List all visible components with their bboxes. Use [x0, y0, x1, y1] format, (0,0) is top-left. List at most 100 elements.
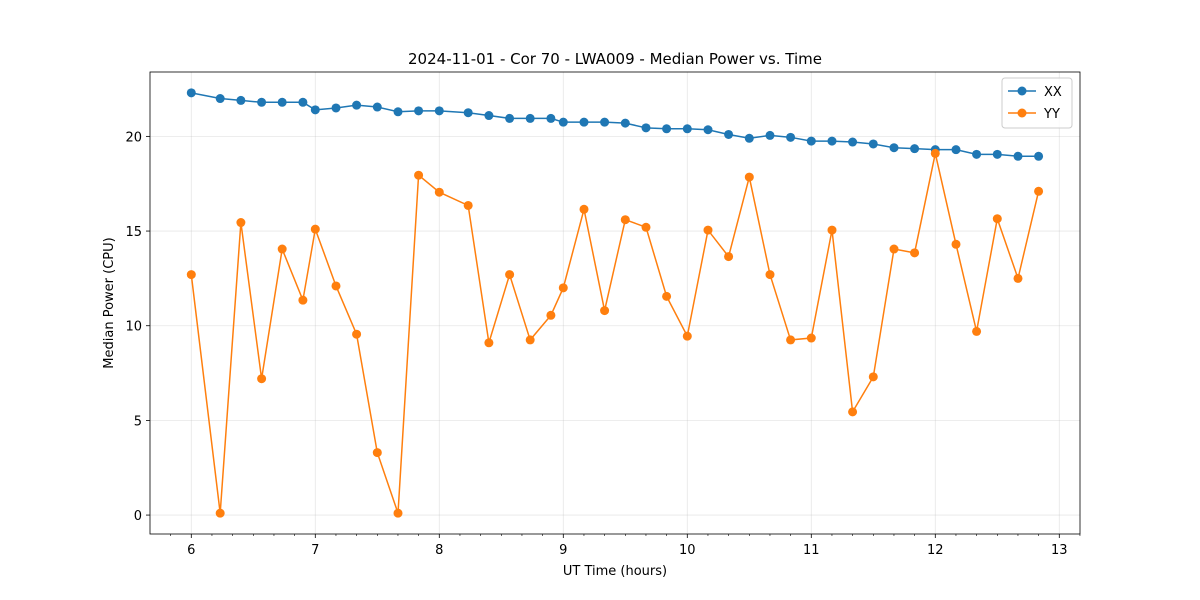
x-tick-label: 7 — [311, 543, 319, 558]
data-point-xx — [868, 139, 878, 149]
data-point-yy — [505, 270, 515, 280]
legend-marker-xx — [1017, 86, 1027, 96]
legend-label-yy: YY — [1043, 107, 1060, 122]
data-point-xx — [682, 124, 692, 134]
data-point-xx — [463, 108, 473, 118]
data-point-xx — [414, 106, 424, 116]
data-point-xx — [236, 95, 246, 105]
data-point-yy — [662, 291, 672, 301]
x-tick-label: 10 — [679, 543, 696, 558]
y-tick-label: 15 — [125, 225, 142, 240]
data-point-yy — [827, 225, 837, 235]
y-axis-label: Median Power (CPU) — [102, 237, 117, 368]
data-point-xx — [910, 144, 920, 154]
chart-title: 2024-11-01 - Cor 70 - LWA009 - Median Po… — [408, 50, 822, 68]
data-point-xx — [848, 137, 858, 147]
data-point-xx — [546, 113, 556, 123]
data-point-yy — [703, 225, 713, 235]
data-point-yy — [868, 372, 878, 382]
data-point-xx — [484, 111, 494, 121]
data-point-xx — [298, 97, 308, 107]
data-point-xx — [277, 97, 287, 107]
data-point-xx — [558, 117, 568, 127]
y-tick-label: 20 — [125, 130, 142, 145]
y-tick-label: 10 — [125, 320, 142, 335]
data-point-xx — [215, 94, 225, 104]
data-point-xx — [806, 136, 816, 146]
data-point-yy — [889, 244, 899, 254]
y-tick-label: 0 — [134, 509, 142, 524]
data-point-yy — [257, 374, 267, 384]
data-point-xx — [703, 125, 713, 135]
data-point-xx — [724, 129, 734, 139]
data-point-yy — [910, 248, 920, 258]
data-point-yy — [525, 335, 535, 345]
series-xx — [186, 88, 1044, 161]
x-tick-label: 8 — [435, 543, 443, 558]
data-point-yy — [1013, 273, 1023, 283]
data-point-yy — [600, 306, 610, 316]
data-point-yy — [331, 281, 341, 291]
data-point-yy — [463, 200, 473, 210]
axis-layer: 6 7 8 9 10 11 12 13 0 5 10 15 20 — [125, 130, 1081, 558]
data-point-yy — [186, 270, 196, 280]
data-point-yy — [484, 338, 494, 348]
data-point-yy — [972, 326, 982, 336]
plot-frame — [149, 71, 1081, 535]
grid-layer — [150, 72, 1080, 534]
data-point-yy — [848, 407, 858, 417]
data-point-xx — [744, 133, 754, 143]
data-point-xx — [620, 118, 630, 128]
series-layer — [186, 88, 1044, 518]
data-point-yy — [765, 270, 775, 280]
x-tick-label: 13 — [1051, 543, 1068, 558]
data-point-xx — [310, 105, 320, 115]
data-point-xx — [662, 124, 672, 134]
data-point-xx — [1034, 151, 1044, 161]
data-point-xx — [641, 123, 651, 133]
data-point-yy — [992, 214, 1002, 224]
x-tick-label: 12 — [927, 543, 944, 558]
data-point-yy — [277, 244, 287, 254]
data-point-yy — [215, 508, 225, 518]
data-point-xx — [579, 117, 589, 127]
legend-marker-yy — [1017, 108, 1027, 118]
data-point-yy — [579, 204, 589, 214]
y-tick-label: 5 — [134, 414, 142, 429]
legend: XX YY — [1001, 77, 1073, 129]
data-point-yy — [744, 172, 754, 182]
data-point-yy — [352, 329, 362, 339]
data-point-xx — [372, 102, 382, 112]
data-point-xx — [786, 132, 796, 142]
data-point-xx — [186, 88, 196, 98]
data-point-yy — [951, 239, 961, 249]
data-point-xx — [525, 113, 535, 123]
data-point-xx — [972, 149, 982, 159]
data-point-yy — [786, 335, 796, 345]
data-point-xx — [331, 103, 341, 113]
data-point-yy — [724, 252, 734, 262]
data-point-yy — [682, 331, 692, 341]
data-point-yy — [372, 448, 382, 458]
data-point-yy — [310, 224, 320, 234]
data-point-xx — [352, 100, 362, 110]
x-tick-label: 11 — [803, 543, 820, 558]
data-point-xx — [600, 117, 610, 127]
data-point-yy — [558, 283, 568, 293]
data-point-xx — [257, 97, 267, 107]
series-yy — [186, 148, 1044, 518]
data-point-yy — [620, 215, 630, 225]
data-point-yy — [1034, 186, 1044, 196]
data-point-xx — [505, 113, 515, 123]
data-point-xx — [434, 106, 444, 116]
data-point-yy — [236, 218, 246, 228]
x-tick-label: 6 — [187, 543, 195, 558]
data-point-yy — [546, 310, 556, 320]
data-point-yy — [414, 170, 424, 180]
data-point-xx — [992, 149, 1002, 159]
data-point-xx — [827, 136, 837, 146]
x-tick-label: 9 — [559, 543, 567, 558]
data-point-yy — [806, 333, 816, 343]
